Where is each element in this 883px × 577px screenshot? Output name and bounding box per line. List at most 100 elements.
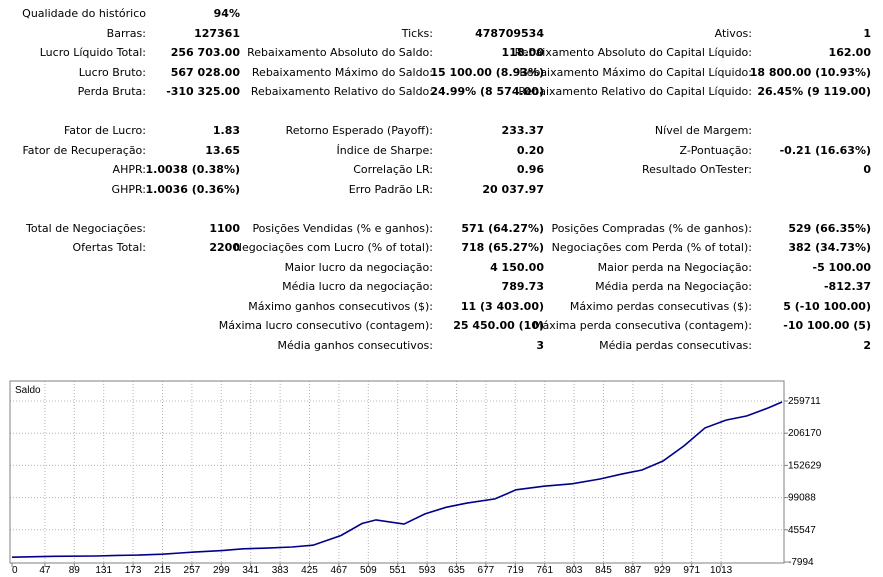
stat-label: Lucro Líquido Total: bbox=[39, 46, 146, 59]
stat-label: Média ganhos consecutivos: bbox=[277, 338, 433, 352]
stat-value: 118.00 bbox=[501, 46, 544, 59]
stat-value: 25 450.00 (10) bbox=[453, 319, 544, 332]
stat-label: Lucro Bruto: bbox=[78, 65, 146, 79]
stat-value: 789.73 bbox=[501, 280, 544, 293]
stat-value: -5 100.00 bbox=[812, 260, 872, 274]
stat-label: Máximo perdas consecutivas ($): bbox=[569, 299, 752, 313]
x-tick-label: 383 bbox=[272, 565, 289, 576]
x-tick-label: 1013 bbox=[710, 565, 733, 576]
stat-value: 233.37 bbox=[501, 124, 544, 137]
stat-value: 94% bbox=[213, 7, 240, 20]
stat-value: 0.96 bbox=[516, 163, 544, 176]
stat-label: Total de Negociações: bbox=[26, 221, 146, 235]
stat-label: Rebaixamento Relativo do Capital Líquido… bbox=[518, 85, 752, 98]
stat-value: 1.0038 (0.38%) bbox=[145, 163, 241, 176]
stat-value: 26.45% (9 119.00) bbox=[757, 85, 871, 98]
x-tick-label: 299 bbox=[213, 565, 230, 576]
stat-value: 1.0036 (0.36%) bbox=[145, 182, 241, 196]
x-tick-label: 887 bbox=[625, 565, 642, 576]
stat-value: 20 037.97 bbox=[482, 182, 544, 196]
stat-label: Rebaixamento Máximo do Capital Líquido: bbox=[519, 65, 752, 79]
x-tick-label: 47 bbox=[39, 565, 51, 576]
stat-label: Ofertas Total: bbox=[72, 241, 147, 254]
x-tick-label: 803 bbox=[566, 565, 583, 576]
x-tick-label: 593 bbox=[419, 565, 436, 576]
stat-label: GHPR: bbox=[111, 182, 146, 196]
y-tick-label: 45547 bbox=[788, 525, 816, 536]
stat-value: 2200 bbox=[209, 241, 240, 254]
y-tick-label: -7994 bbox=[788, 557, 814, 568]
stat-value: 1 bbox=[863, 26, 871, 40]
stat-label: Fator de Recuperação: bbox=[22, 143, 146, 157]
chart-frame bbox=[9, 380, 785, 564]
stat-label: Negociações com Lucro (% of total): bbox=[233, 241, 433, 254]
stat-value: 11 (3 403.00) bbox=[460, 299, 544, 313]
x-tick-label: 341 bbox=[242, 565, 259, 576]
stat-label: Rebaixamento Relativo do Saldo: bbox=[250, 85, 433, 98]
stat-value: 127361 bbox=[194, 26, 240, 40]
stat-label: Índice de Sharpe: bbox=[336, 143, 434, 157]
stat-label: Máxima lucro consecutivo (contagem): bbox=[218, 319, 433, 332]
y-tick-label: 259711 bbox=[788, 396, 821, 407]
stat-value: 256 703.00 bbox=[170, 46, 240, 59]
stat-label: Maior perda na Negociação: bbox=[597, 260, 752, 274]
stat-value: 162.00 bbox=[828, 46, 871, 59]
stat-value: 1.83 bbox=[212, 124, 240, 137]
y-tick-label: 99088 bbox=[788, 493, 816, 504]
x-tick-label: 971 bbox=[683, 565, 700, 576]
stat-label: Média perda na Negociação: bbox=[595, 280, 752, 293]
x-tick-label: 0 bbox=[12, 565, 18, 576]
stat-value: -310 325.00 bbox=[166, 85, 240, 98]
x-tick-label: 677 bbox=[478, 565, 495, 576]
stat-value: 15 100.00 (8.93%) bbox=[430, 65, 544, 79]
stat-value: 382 (34.73%) bbox=[788, 241, 871, 254]
x-tick-label: 131 bbox=[95, 565, 112, 576]
stat-value: -10 100.00 (5) bbox=[783, 319, 871, 332]
stat-label: Rebaixamento Máximo do Saldo: bbox=[251, 65, 433, 79]
stat-value: 718 (65.27%) bbox=[461, 241, 544, 254]
stat-label: Média perdas consecutivas: bbox=[599, 338, 752, 352]
stat-label: Posições Vendidas (% e ganhos): bbox=[252, 221, 433, 235]
stat-value: -812.37 bbox=[823, 280, 871, 293]
balance-line bbox=[11, 401, 783, 558]
stat-label: Resultado OnTester: bbox=[641, 163, 752, 176]
stat-value: 0 bbox=[863, 163, 871, 176]
stat-label: Média lucro da negociação: bbox=[282, 280, 433, 293]
stat-value: 24.99% (8 574.00) bbox=[430, 85, 544, 98]
x-tick-label: 257 bbox=[184, 565, 201, 576]
stat-value: 529 (66.35%) bbox=[788, 221, 871, 235]
balance-chart: Saldo 0 47 89 131 173 215 257 299 341 383 425 467 50… bbox=[9, 380, 822, 576]
stat-label: Retorno Esperado (Payoff): bbox=[285, 124, 433, 137]
stat-value: 5 (-10 100.00) bbox=[783, 299, 871, 313]
stat-value: 0.20 bbox=[516, 143, 544, 157]
x-tick-label: 635 bbox=[448, 565, 465, 576]
stat-label: Maior lucro da negociação: bbox=[284, 260, 433, 274]
stat-label: Máximo ganhos consecutivos ($): bbox=[248, 299, 433, 313]
stat-value: 18 800.00 (10.93%) bbox=[749, 65, 871, 79]
stat-value: 1100 bbox=[209, 221, 240, 235]
stat-value: 2 bbox=[863, 338, 871, 352]
stat-label: Correlação LR: bbox=[353, 163, 433, 176]
stat-label: Fator de Lucro: bbox=[63, 124, 146, 137]
stat-label: Qualidade do histórico bbox=[22, 7, 146, 20]
stat-label: Rebaixamento Absoluto do Capital Líquido… bbox=[514, 46, 752, 59]
x-tick-label: 761 bbox=[536, 565, 553, 576]
stat-label: Ativos: bbox=[714, 26, 752, 40]
x-tick-label: 551 bbox=[389, 565, 406, 576]
y-tick-label: 152629 bbox=[788, 460, 822, 471]
stat-label: Rebaixamento Absoluto do Saldo: bbox=[247, 46, 433, 59]
stat-value: 4 150.00 bbox=[490, 260, 544, 274]
x-tick-label: 173 bbox=[125, 565, 142, 576]
x-tick-label: 89 bbox=[69, 565, 81, 576]
x-tick-label: 719 bbox=[507, 565, 524, 576]
stat-value: 3 bbox=[536, 338, 544, 352]
x-tick-label: 929 bbox=[654, 565, 671, 576]
stat-value: 478709534 bbox=[475, 26, 544, 40]
stat-value: 567 028.00 bbox=[170, 65, 240, 79]
stat-label: Máxima perda consecutiva (contagem): bbox=[533, 319, 752, 332]
stat-label: Negociações com Perda (% of total): bbox=[551, 241, 752, 254]
stat-value: 13.65 bbox=[205, 143, 240, 157]
stat-label: Nível de Margem: bbox=[654, 124, 752, 137]
x-tick-label: 467 bbox=[331, 565, 348, 576]
stat-label: Z-Pontuação: bbox=[679, 143, 752, 157]
